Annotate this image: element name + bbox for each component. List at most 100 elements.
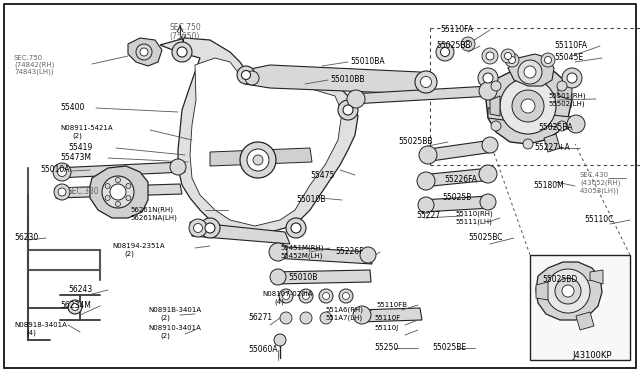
Polygon shape — [272, 270, 371, 284]
Circle shape — [280, 312, 292, 324]
Text: 56271: 56271 — [248, 314, 272, 323]
Circle shape — [274, 334, 286, 346]
Circle shape — [279, 289, 293, 303]
Circle shape — [562, 68, 582, 88]
Circle shape — [479, 82, 497, 100]
Circle shape — [557, 81, 567, 91]
Text: 55501(RH): 55501(RH) — [548, 93, 586, 99]
Text: 55400: 55400 — [60, 103, 84, 112]
Text: (2): (2) — [124, 251, 134, 257]
Text: 55025BD: 55025BD — [542, 276, 577, 285]
Circle shape — [347, 90, 365, 108]
Text: 55502(LH): 55502(LH) — [548, 101, 584, 107]
Text: 55419: 55419 — [68, 144, 92, 153]
Text: (2): (2) — [160, 315, 170, 321]
Circle shape — [479, 165, 497, 183]
Polygon shape — [530, 255, 630, 360]
Circle shape — [523, 63, 533, 73]
Circle shape — [342, 292, 349, 299]
Text: 55025BB: 55025BB — [398, 138, 433, 147]
Text: 56261N(RH): 56261N(RH) — [130, 207, 173, 213]
Circle shape — [541, 53, 555, 67]
Circle shape — [54, 184, 70, 200]
Circle shape — [557, 121, 567, 131]
Circle shape — [478, 68, 498, 88]
Circle shape — [110, 184, 126, 200]
Circle shape — [126, 183, 131, 189]
Circle shape — [291, 223, 301, 233]
Circle shape — [105, 196, 110, 201]
Circle shape — [482, 137, 498, 153]
Text: (4): (4) — [26, 330, 36, 336]
Text: N08918-3401A: N08918-3401A — [14, 322, 67, 328]
Text: 55110FA: 55110FA — [440, 26, 473, 35]
Polygon shape — [508, 54, 554, 86]
Polygon shape — [490, 96, 500, 116]
Text: SEC.430: SEC.430 — [580, 172, 609, 178]
Circle shape — [567, 115, 585, 133]
Text: SEC.380: SEC.380 — [68, 187, 100, 196]
Polygon shape — [422, 140, 494, 162]
Circle shape — [240, 142, 276, 178]
Text: 55025BA: 55025BA — [538, 124, 573, 132]
Polygon shape — [90, 166, 148, 218]
Polygon shape — [190, 58, 342, 226]
Circle shape — [320, 312, 332, 324]
Polygon shape — [590, 270, 603, 284]
Polygon shape — [536, 282, 548, 300]
Text: 55110(RH): 55110(RH) — [455, 211, 493, 217]
Polygon shape — [245, 65, 430, 94]
Polygon shape — [536, 262, 602, 320]
Text: 55475: 55475 — [310, 170, 334, 180]
Circle shape — [491, 121, 501, 131]
Text: (74842(RH): (74842(RH) — [14, 62, 54, 68]
Circle shape — [461, 37, 475, 51]
Circle shape — [491, 81, 501, 91]
Polygon shape — [55, 162, 185, 178]
Circle shape — [200, 218, 220, 238]
Text: 55226FA: 55226FA — [444, 176, 477, 185]
Text: 55045E: 55045E — [554, 54, 583, 62]
Text: SEC.750: SEC.750 — [14, 55, 43, 61]
Circle shape — [512, 90, 544, 122]
Text: 56230: 56230 — [14, 234, 38, 243]
Text: 55227+A: 55227+A — [534, 144, 570, 153]
Text: 55473M: 55473M — [60, 154, 91, 163]
Circle shape — [546, 269, 590, 313]
Circle shape — [58, 167, 67, 176]
Text: 55110C: 55110C — [584, 215, 613, 224]
Text: 551A6(RH): 551A6(RH) — [325, 307, 363, 313]
Text: 55060A: 55060A — [248, 346, 278, 355]
Circle shape — [68, 300, 82, 314]
Polygon shape — [55, 184, 182, 198]
Text: 55010B: 55010B — [296, 196, 325, 205]
Circle shape — [567, 73, 577, 83]
Circle shape — [440, 48, 449, 57]
Circle shape — [115, 202, 120, 206]
Text: 43053(LH)): 43053(LH)) — [580, 188, 620, 194]
Circle shape — [299, 289, 313, 303]
Circle shape — [338, 100, 358, 120]
Text: 55110FB: 55110FB — [376, 302, 407, 308]
Circle shape — [172, 42, 192, 62]
Polygon shape — [356, 308, 422, 322]
Circle shape — [140, 48, 148, 56]
Text: 55110J: 55110J — [374, 325, 398, 331]
Circle shape — [501, 49, 515, 63]
Circle shape — [241, 71, 250, 80]
Text: 55010BA: 55010BA — [350, 58, 385, 67]
Circle shape — [136, 44, 152, 60]
Polygon shape — [486, 68, 572, 144]
Text: 56234M: 56234M — [60, 301, 91, 311]
Circle shape — [509, 57, 515, 64]
Circle shape — [319, 289, 333, 303]
Circle shape — [436, 43, 454, 61]
Circle shape — [323, 292, 330, 299]
Circle shape — [105, 183, 110, 189]
Polygon shape — [210, 148, 312, 166]
Text: (43052(RH): (43052(RH) — [580, 180, 620, 186]
Text: 55451M(RH): 55451M(RH) — [280, 245, 323, 251]
Text: (4): (4) — [274, 299, 284, 305]
Polygon shape — [420, 168, 492, 187]
Circle shape — [505, 53, 519, 67]
